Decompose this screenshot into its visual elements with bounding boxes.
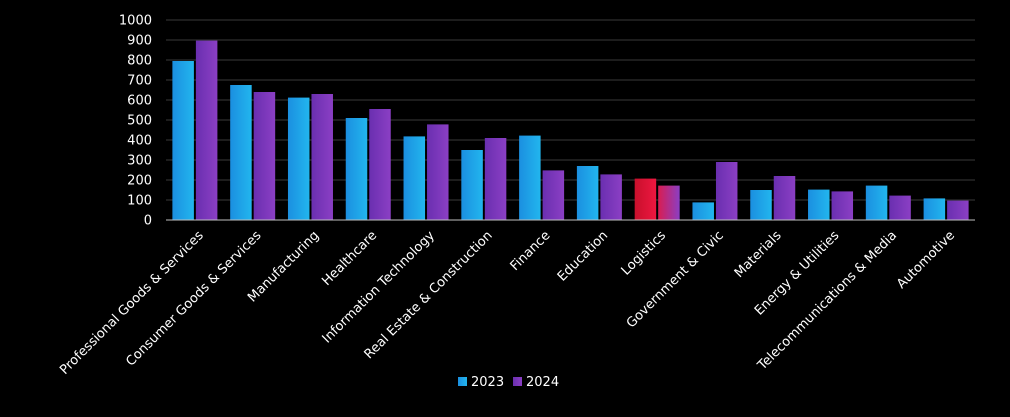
bar-2024 [484,138,507,220]
bar-2023 [461,150,483,220]
x-tick-label: Logistics [619,228,670,279]
x-tick-label: Real Estate & Construction [362,228,496,362]
bar-2024 [427,124,449,220]
bar-2023 [576,166,599,220]
x-tick-label: Finance [508,228,554,274]
y-tick-label: 900 [127,34,152,49]
bar-2023 [230,85,252,220]
bar-2024 [889,195,911,220]
y-tick-label: 200 [127,174,152,189]
legend-swatch-2024 [513,377,522,386]
bar-2024 [658,185,680,220]
y-tick-label: 800 [127,54,152,69]
bar-2024 [600,174,622,220]
bar-2024 [947,200,969,220]
bar-2023 [692,202,714,220]
legend-swatch-2023 [458,377,467,386]
bar-2023 [923,198,946,220]
gridlines [166,19,975,201]
legend-label-2023: 2023 [471,375,504,390]
x-tick-label: Education [555,228,611,284]
bar-2023 [519,135,541,220]
y-tick-label: 400 [127,134,152,149]
bar-2024 [369,109,391,220]
y-tick-label: 100 [127,194,152,209]
y-tick-label: 600 [127,94,152,109]
x-tick-label: Materials [732,228,785,281]
x-tick-label: Healthcare [319,228,380,289]
bar-2023 [634,178,657,220]
x-tick-label: Information Technology [320,228,438,346]
legend-label-2024: 2024 [526,375,559,390]
bars [172,40,969,220]
bar-2024 [831,191,854,220]
bar-2024 [195,40,218,220]
legend: 2023 2024 [458,375,559,390]
bar-2023 [808,189,830,220]
y-tick-label: 1000 [119,14,152,29]
y-tick-label: 700 [127,74,152,89]
bar-2023 [403,136,426,220]
bar-2024 [253,92,276,220]
y-tick-label: 0 [144,214,152,229]
bar-2023 [287,97,310,220]
x-tick-label: Automotive [894,228,958,292]
y-tick-label: 500 [127,114,152,129]
bar-2024 [542,170,565,220]
bar-2023 [750,190,772,220]
bar-2023 [345,118,368,220]
bar-2023 [172,61,194,220]
bar-2024 [715,162,738,220]
y-axis: 0 100 200 300 400 500 600 700 800 900 1000 [119,14,152,229]
bar-2023 [865,185,888,220]
bar-2024 [773,176,796,220]
x-tick-label: Government & Civic [624,228,727,331]
bar-2024 [311,94,333,220]
y-tick-label: 300 [127,154,152,169]
